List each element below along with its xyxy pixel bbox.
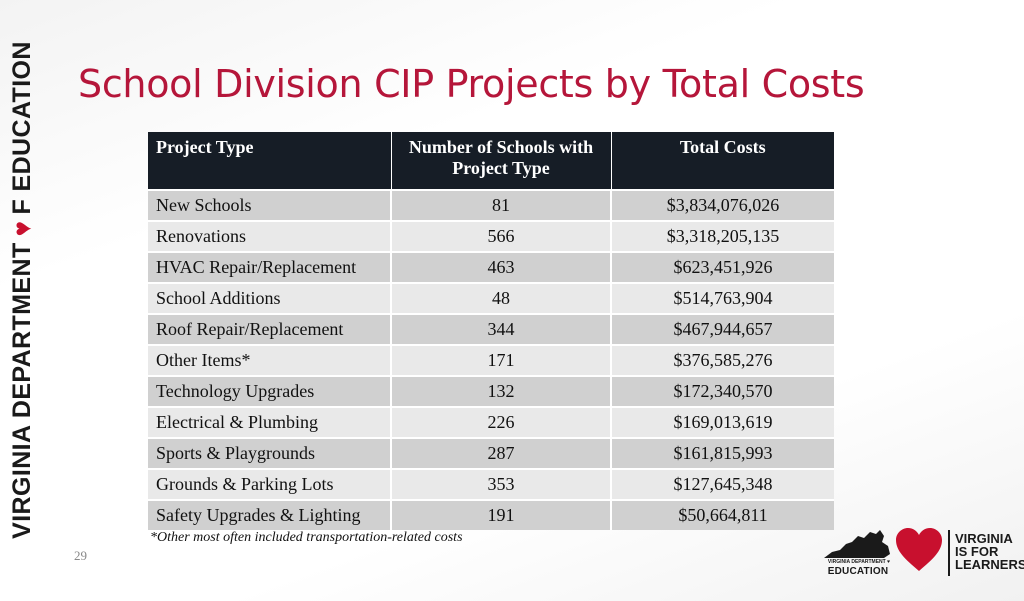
cell-project-type: Renovations bbox=[148, 220, 392, 252]
cell-project-type: HVAC Repair/Replacement bbox=[148, 251, 392, 283]
page-title: School Division CIP Projects by Total Co… bbox=[78, 62, 865, 106]
brand-text-part1: VIRGINIA DEPARTMENT bbox=[7, 242, 36, 539]
cell-total-cost: $376,585,276 bbox=[611, 344, 834, 376]
vifl-line-2: IS FOR bbox=[955, 544, 999, 559]
table-row: Renovations 566 $3,318,205,135 bbox=[148, 220, 834, 252]
table-row: HVAC Repair/Replacement 463 $623,451,926 bbox=[148, 251, 834, 283]
table-header-row: Project Type Number of Schools with Proj… bbox=[148, 132, 834, 190]
cell-total-cost: $467,944,657 bbox=[611, 313, 834, 345]
cell-project-type: Safety Upgrades & Lighting bbox=[148, 499, 392, 530]
cell-project-type: Grounds & Parking Lots bbox=[148, 468, 392, 500]
logo-divider bbox=[948, 530, 950, 576]
brand-text-part2: F EDUCATION bbox=[7, 41, 36, 215]
cell-school-count: 353 bbox=[391, 468, 612, 500]
cell-total-cost: $623,451,926 bbox=[611, 251, 834, 283]
cell-project-type: Roof Repair/Replacement bbox=[148, 313, 392, 345]
cell-total-cost: $172,340,570 bbox=[611, 375, 834, 407]
virginia-state-map-icon bbox=[824, 530, 890, 558]
header-project-type: Project Type bbox=[148, 132, 392, 190]
vdoe-logo-small-text: VIRGINIA DEPARTMENT ♥ bbox=[827, 559, 891, 565]
slide-number: 29 bbox=[74, 548, 87, 563]
cell-school-count: 287 bbox=[391, 437, 612, 469]
vdoe-logo-big-text: EDUCATION bbox=[827, 566, 889, 577]
cell-school-count: 566 bbox=[391, 220, 612, 252]
cell-project-type: Electrical & Plumbing bbox=[148, 406, 392, 438]
cell-project-type: New Schools bbox=[148, 189, 392, 221]
table-row: Safety Upgrades & Lighting 191 $50,664,811 bbox=[148, 499, 834, 530]
cell-total-cost: $514,763,904 bbox=[611, 282, 834, 314]
vertical-brand-logo: VIRGINIA DEPARTMENT ♥ F EDUCATION bbox=[6, 14, 38, 566]
cell-school-count: 226 bbox=[391, 406, 612, 438]
cell-total-cost: $3,834,076,026 bbox=[611, 189, 834, 221]
virginia-is-for-learners-logo: VIRGINIA IS FOR LEARNERS bbox=[955, 532, 1024, 571]
cip-costs-table: Project Type Number of Schools with Proj… bbox=[148, 132, 834, 530]
vifl-line-3: LEARNERS bbox=[955, 557, 1024, 572]
table-row: Other Items* 171 $376,585,276 bbox=[148, 344, 834, 376]
table-row: Sports & Playgrounds 287 $161,815,993 bbox=[148, 437, 834, 469]
table-row: Roof Repair/Replacement 344 $467,944,657 bbox=[148, 313, 834, 345]
table-row: Technology Upgrades 132 $172,340,570 bbox=[148, 375, 834, 407]
vifl-line-1: VIRGINIA bbox=[955, 531, 1013, 546]
cell-school-count: 132 bbox=[391, 375, 612, 407]
cell-total-cost: $50,664,811 bbox=[611, 499, 834, 530]
cell-total-cost: $169,013,619 bbox=[611, 406, 834, 438]
cell-school-count: 463 bbox=[391, 251, 612, 283]
header-school-count: Number of Schools with Project Type bbox=[391, 132, 612, 190]
cell-school-count: 191 bbox=[391, 499, 612, 530]
table-row: School Additions 48 $514,763,904 bbox=[148, 282, 834, 314]
footnote: *Other most often included transportatio… bbox=[150, 530, 463, 545]
cell-total-cost: $127,645,348 bbox=[611, 468, 834, 500]
vdoe-logo: VIRGINIA DEPARTMENT ♥ EDUCATION bbox=[822, 528, 892, 578]
table-row: Grounds & Parking Lots 353 $127,645,348 bbox=[148, 468, 834, 500]
cell-project-type: School Additions bbox=[148, 282, 392, 314]
cell-project-type: Sports & Playgrounds bbox=[148, 437, 392, 469]
cell-school-count: 81 bbox=[391, 189, 612, 221]
heart-icon: ♥ bbox=[7, 220, 37, 237]
header-total-costs: Total Costs bbox=[611, 132, 834, 190]
cell-school-count: 344 bbox=[391, 313, 612, 345]
table-row: Electrical & Plumbing 226 $169,013,619 bbox=[148, 406, 834, 438]
cell-total-cost: $3,318,205,135 bbox=[611, 220, 834, 252]
cell-school-count: 48 bbox=[391, 282, 612, 314]
cell-project-type: Technology Upgrades bbox=[148, 375, 392, 407]
cell-total-cost: $161,815,993 bbox=[611, 437, 834, 469]
cell-project-type: Other Items* bbox=[148, 344, 392, 376]
table-row: New Schools 81 $3,834,076,026 bbox=[148, 189, 834, 221]
table-body: New Schools 81 $3,834,076,026 Renovations 56… bbox=[148, 189, 834, 530]
cell-school-count: 171 bbox=[391, 344, 612, 376]
heart-logo-icon bbox=[895, 527, 943, 573]
